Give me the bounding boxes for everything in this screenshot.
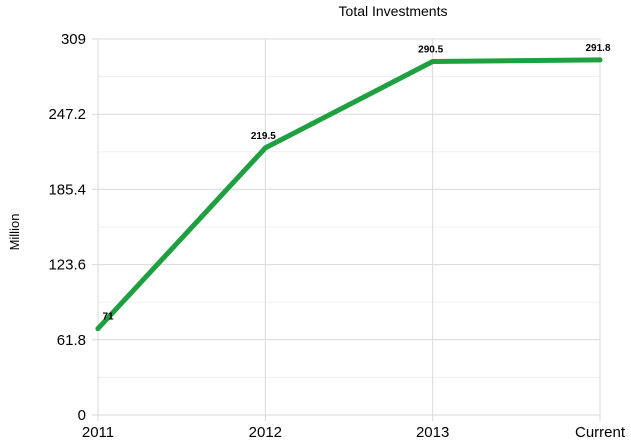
data-point (597, 57, 603, 63)
x-tick-label: 2012 (249, 424, 282, 441)
data-point (262, 145, 268, 151)
data-label: 290.5 (418, 45, 443, 56)
series-line (95, 57, 603, 332)
x-tick-label: 2011 (82, 424, 114, 441)
data-point (430, 59, 436, 65)
x-axis-ticks: 2011 2012 2013 Current (82, 424, 626, 441)
x-tick-label: 2013 (416, 424, 449, 441)
y-tick-label: 0 (78, 407, 86, 424)
y-tick-label: 61.8 (57, 332, 86, 349)
x-tick-label: Current (575, 424, 626, 441)
grid (92, 38, 601, 421)
data-labels: 71 219.5 290.5 291.8 (102, 43, 611, 323)
y-axis-label: Million (7, 214, 22, 251)
data-label: 71 (102, 312, 114, 323)
y-tick-label: 123.6 (48, 257, 86, 274)
y-tick-label: 247.2 (48, 106, 86, 123)
y-tick-label: 309 (61, 31, 86, 48)
y-tick-label: 185.4 (48, 181, 86, 198)
y-axis-ticks: 0 61.8 123.6 185.4 247.2 309 (48, 31, 86, 424)
data-points (95, 57, 603, 332)
data-point (95, 326, 101, 332)
data-label: 219.5 (251, 131, 276, 142)
data-label: 291.8 (585, 43, 610, 54)
chart-title: Total Investments (339, 3, 448, 19)
